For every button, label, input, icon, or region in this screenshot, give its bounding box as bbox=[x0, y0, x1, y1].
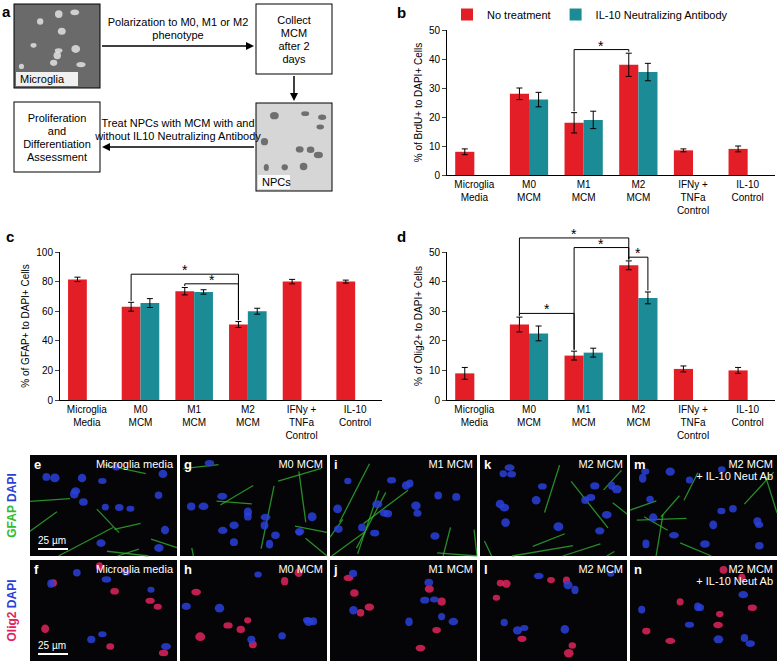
svg-text:25 µm: 25 µm bbox=[38, 535, 66, 546]
svg-text:M2MCM: M2MCM bbox=[626, 404, 650, 428]
svg-text:Proliferation: Proliferation bbox=[28, 112, 87, 124]
svg-text:i: i bbox=[334, 457, 338, 472]
svg-text:Microglia media: Microglia media bbox=[96, 458, 174, 470]
svg-text:days: days bbox=[282, 53, 306, 65]
svg-text:phenotype: phenotype bbox=[152, 29, 203, 41]
svg-text:and: and bbox=[48, 125, 66, 137]
svg-text:Differentiation: Differentiation bbox=[23, 138, 91, 150]
svg-text:25 µm: 25 µm bbox=[38, 640, 66, 651]
svg-text:Treat NPCs with MCM with and: Treat NPCs with MCM with and bbox=[101, 117, 254, 129]
svg-text:% of Olig2+ to DAPI+ Cells: % of Olig2+ to DAPI+ Cells bbox=[413, 266, 424, 386]
svg-text:M0 MCM: M0 MCM bbox=[278, 458, 323, 470]
svg-text:M2 MCM: M2 MCM bbox=[728, 563, 773, 575]
svg-text:h: h bbox=[184, 562, 192, 577]
svg-text:60: 60 bbox=[42, 306, 54, 317]
svg-text:f: f bbox=[34, 562, 39, 577]
svg-text:M2MCM: M2MCM bbox=[236, 404, 260, 428]
svg-text:30: 30 bbox=[429, 306, 441, 317]
svg-text:IL-10Control: IL-10Control bbox=[732, 404, 764, 428]
svg-text:c: c bbox=[6, 228, 14, 245]
svg-text:*: * bbox=[598, 236, 604, 252]
svg-text:Olig2 DAPI: Olig2 DAPI bbox=[5, 579, 19, 641]
svg-text:a: a bbox=[2, 3, 11, 20]
svg-text:MicrogliaMedia: MicrogliaMedia bbox=[454, 179, 494, 203]
svg-text:+ IL-10 Neut Ab: + IL-10 Neut Ab bbox=[696, 575, 773, 587]
svg-text:IFNy +TNFaControl: IFNy +TNFaControl bbox=[677, 404, 709, 441]
svg-text:g: g bbox=[184, 457, 192, 472]
svg-text:IFNy +TNFaControl: IFNy +TNFaControl bbox=[677, 179, 709, 216]
svg-text:M0 MCM: M0 MCM bbox=[278, 563, 323, 575]
svg-text:Polarization to M0, M1 or M2: Polarization to M0, M1 or M2 bbox=[108, 16, 249, 28]
svg-text:n: n bbox=[634, 562, 642, 577]
svg-text:IL-10Control: IL-10Control bbox=[339, 404, 371, 428]
svg-text:Collect: Collect bbox=[277, 14, 311, 26]
svg-text:M1MCM: M1MCM bbox=[572, 404, 596, 428]
svg-text:M2 MCM: M2 MCM bbox=[728, 458, 773, 470]
svg-text:d: d bbox=[397, 228, 406, 245]
svg-text:100: 100 bbox=[36, 247, 53, 258]
svg-text:MCM: MCM bbox=[281, 27, 307, 39]
svg-text:Microglia media: Microglia media bbox=[96, 563, 174, 575]
svg-text:*: * bbox=[571, 226, 577, 242]
svg-text:40: 40 bbox=[42, 335, 54, 346]
svg-text:*: * bbox=[635, 245, 641, 261]
svg-text:10: 10 bbox=[429, 365, 441, 376]
svg-text:80: 80 bbox=[42, 276, 54, 287]
svg-text:M1MCM: M1MCM bbox=[182, 404, 206, 428]
svg-text:% of GFAP+ to DAPI+ Cells: % of GFAP+ to DAPI+ Cells bbox=[20, 264, 31, 387]
svg-text:after 2: after 2 bbox=[278, 40, 309, 52]
svg-text:M1 MCM: M1 MCM bbox=[428, 563, 473, 575]
svg-text:10: 10 bbox=[429, 141, 441, 152]
svg-text:20: 20 bbox=[42, 365, 54, 376]
svg-text:50: 50 bbox=[429, 25, 441, 36]
svg-text:M0MCM: M0MCM bbox=[517, 404, 541, 428]
svg-text:m: m bbox=[634, 457, 646, 472]
svg-text:No treatment: No treatment bbox=[487, 9, 551, 21]
svg-text:MicrogliaMedia: MicrogliaMedia bbox=[67, 404, 107, 428]
svg-text:M2 MCM: M2 MCM bbox=[578, 563, 623, 575]
svg-text:M1 MCM: M1 MCM bbox=[428, 458, 473, 470]
svg-text:e: e bbox=[34, 457, 41, 472]
svg-text:IL-10 Neutralizing Antibody: IL-10 Neutralizing Antibody bbox=[596, 9, 728, 21]
svg-text:j: j bbox=[333, 562, 338, 577]
svg-text:30: 30 bbox=[429, 83, 441, 94]
svg-text:% of BrdU+ to DAPI+ Cells: % of BrdU+ to DAPI+ Cells bbox=[413, 43, 424, 163]
svg-text:+ IL-10 Neut Ab: + IL-10 Neut Ab bbox=[696, 470, 773, 482]
svg-text:0: 0 bbox=[434, 170, 440, 181]
svg-text:M2 MCM: M2 MCM bbox=[578, 458, 623, 470]
svg-text:40: 40 bbox=[429, 54, 441, 65]
svg-text:0: 0 bbox=[47, 395, 53, 406]
svg-text:*: * bbox=[598, 38, 604, 54]
svg-text:IL-10Control: IL-10Control bbox=[732, 179, 764, 203]
svg-text:M2MCM: M2MCM bbox=[626, 179, 650, 203]
svg-text:M0MCM: M0MCM bbox=[517, 179, 541, 203]
svg-text:50: 50 bbox=[429, 247, 441, 258]
svg-text:Assessment: Assessment bbox=[27, 151, 87, 163]
svg-text:Microglia: Microglia bbox=[20, 73, 65, 85]
svg-text:*: * bbox=[544, 301, 550, 317]
svg-text:M1MCM: M1MCM bbox=[572, 179, 596, 203]
svg-text:l: l bbox=[484, 562, 488, 577]
svg-text:IFNy +TNFaControl: IFNy +TNFaControl bbox=[285, 404, 317, 441]
svg-text:*: * bbox=[182, 262, 188, 278]
svg-text:NPCs: NPCs bbox=[262, 176, 291, 188]
svg-text:20: 20 bbox=[429, 112, 441, 123]
svg-text:without IL10 Neutralizing Anti: without IL10 Neutralizing Antibody bbox=[94, 130, 261, 142]
svg-text:*: * bbox=[209, 272, 215, 288]
svg-text:M0MCM: M0MCM bbox=[129, 404, 153, 428]
svg-text:GFAP DAPI: GFAP DAPI bbox=[5, 473, 19, 537]
svg-text:0: 0 bbox=[434, 395, 440, 406]
svg-text:40: 40 bbox=[429, 276, 441, 287]
svg-text:MicrogliaMedia: MicrogliaMedia bbox=[454, 404, 494, 428]
svg-text:b: b bbox=[397, 4, 406, 21]
svg-text:20: 20 bbox=[429, 335, 441, 346]
svg-text:k: k bbox=[484, 457, 492, 472]
